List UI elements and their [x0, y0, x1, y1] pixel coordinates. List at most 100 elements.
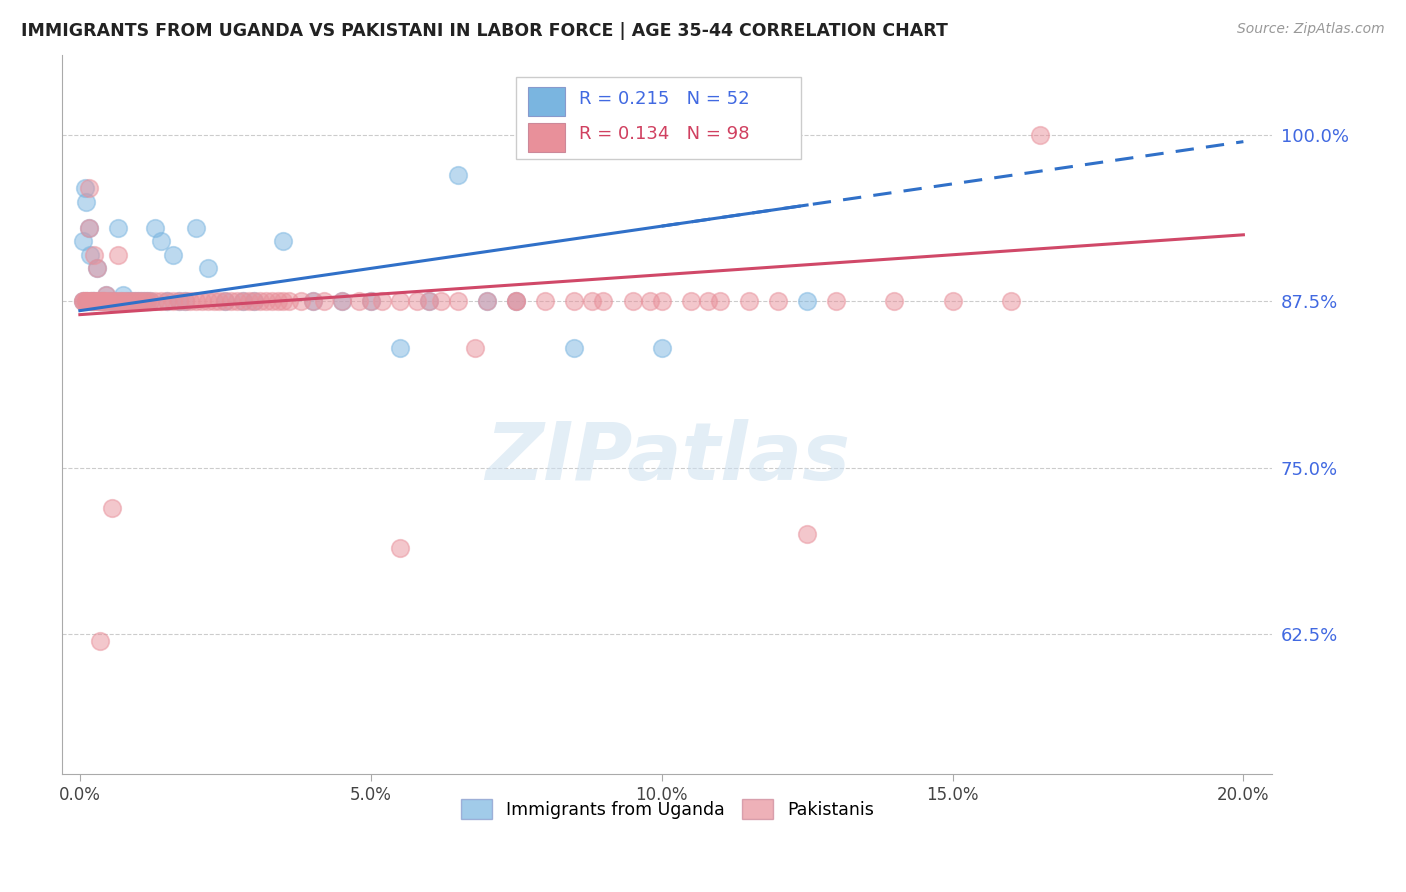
Text: R = 0.215   N = 52: R = 0.215 N = 52	[579, 89, 749, 108]
Point	[260, 294, 283, 309]
Point	[135, 294, 157, 309]
Point	[94, 294, 117, 309]
Point	[121, 294, 143, 309]
Point	[766, 294, 789, 309]
Point	[651, 294, 673, 309]
Point	[132, 294, 155, 309]
Point	[278, 294, 301, 309]
Point	[429, 294, 451, 309]
Point	[80, 294, 103, 309]
Point	[107, 248, 129, 262]
Point	[219, 294, 242, 309]
Point	[214, 294, 236, 309]
Point	[179, 294, 201, 309]
Point	[290, 294, 312, 309]
Point	[89, 294, 111, 309]
Point	[679, 294, 702, 309]
Point	[697, 294, 720, 309]
Point	[112, 294, 135, 309]
Point	[145, 221, 167, 235]
Point	[112, 287, 135, 301]
Point	[592, 294, 614, 309]
Point	[173, 294, 195, 309]
Point	[75, 294, 97, 309]
Point	[156, 294, 179, 309]
Point	[825, 294, 848, 309]
Point	[124, 294, 146, 309]
Text: R = 0.134   N = 98: R = 0.134 N = 98	[579, 125, 749, 143]
Point	[97, 294, 120, 309]
Point	[72, 294, 94, 309]
Point	[243, 294, 266, 309]
Point	[360, 294, 382, 309]
Point	[464, 341, 486, 355]
Point	[72, 294, 94, 309]
Point	[132, 294, 155, 309]
Point	[796, 294, 818, 309]
Point	[104, 294, 127, 309]
Point	[1029, 128, 1052, 142]
FancyBboxPatch shape	[516, 77, 800, 160]
Point	[330, 294, 353, 309]
Point	[197, 261, 219, 276]
Point	[173, 294, 195, 309]
Point	[104, 294, 127, 309]
Point	[197, 294, 219, 309]
Point	[534, 294, 557, 309]
Point	[505, 294, 527, 309]
Point	[406, 294, 429, 309]
Point	[138, 294, 160, 309]
Point	[249, 294, 271, 309]
Point	[330, 294, 353, 309]
Point	[89, 633, 111, 648]
Bar	[529, 123, 565, 153]
Point	[266, 294, 288, 309]
Point	[107, 294, 129, 309]
Point	[254, 294, 277, 309]
Point	[129, 294, 152, 309]
Point	[941, 294, 963, 309]
Point	[883, 294, 905, 309]
Legend: Immigrants from Uganda, Pakistanis: Immigrants from Uganda, Pakistanis	[454, 792, 882, 826]
Point	[273, 294, 295, 309]
Point	[73, 294, 96, 309]
Point	[638, 294, 661, 309]
Point	[418, 294, 440, 309]
Point	[314, 294, 336, 309]
Text: Source: ZipAtlas.com: Source: ZipAtlas.com	[1237, 22, 1385, 37]
Point	[214, 294, 236, 309]
Point	[76, 294, 98, 309]
Point	[75, 194, 97, 209]
Point	[91, 294, 114, 309]
Point	[72, 235, 94, 249]
Point	[91, 294, 114, 309]
Point	[232, 294, 254, 309]
Point	[301, 294, 323, 309]
Point	[301, 294, 323, 309]
Point	[86, 261, 108, 276]
Point	[83, 294, 105, 309]
Point	[82, 294, 104, 309]
Point	[93, 294, 115, 309]
Point	[505, 294, 527, 309]
Point	[475, 294, 498, 309]
Point	[564, 341, 586, 355]
Point	[118, 294, 141, 309]
Point	[79, 294, 101, 309]
Point	[796, 527, 818, 541]
Point	[124, 294, 146, 309]
Point	[94, 287, 117, 301]
Point	[208, 294, 231, 309]
Point	[238, 294, 260, 309]
Point	[447, 294, 470, 309]
Point	[186, 221, 208, 235]
Point	[167, 294, 190, 309]
Point	[135, 294, 157, 309]
Point	[273, 235, 295, 249]
Point	[118, 294, 141, 309]
Text: IMMIGRANTS FROM UGANDA VS PAKISTANI IN LABOR FORCE | AGE 35-44 CORRELATION CHART: IMMIGRANTS FROM UGANDA VS PAKISTANI IN L…	[21, 22, 948, 40]
Bar	[529, 87, 565, 116]
Point	[80, 294, 103, 309]
Point	[72, 294, 94, 309]
Point	[73, 181, 96, 195]
